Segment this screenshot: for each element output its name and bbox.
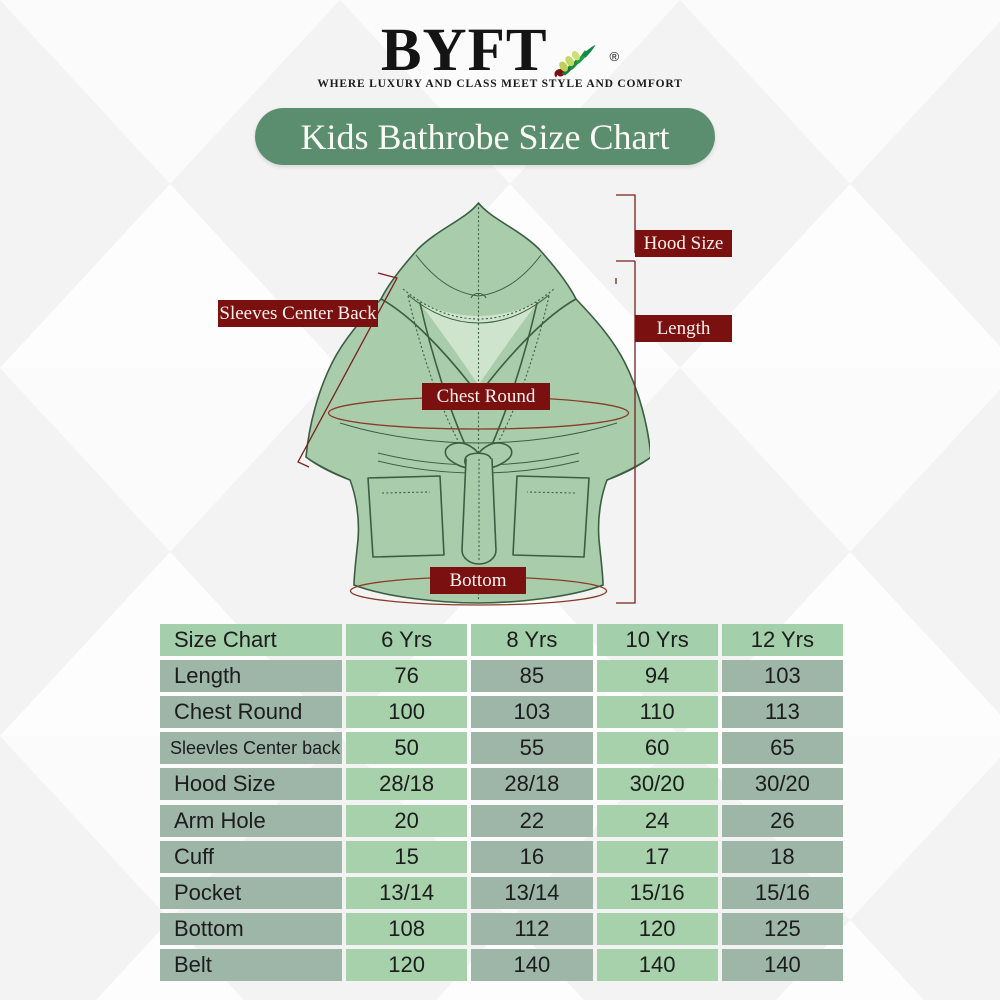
svg-text:Bottom: Bottom	[449, 570, 506, 591]
svg-text:Length: Length	[657, 318, 711, 339]
svg-text:Sleeves Center Back: Sleeves Center Back	[219, 303, 377, 324]
svg-text:Hood Size: Hood Size	[644, 233, 724, 254]
svg-text:Chest Round: Chest Round	[437, 386, 536, 407]
